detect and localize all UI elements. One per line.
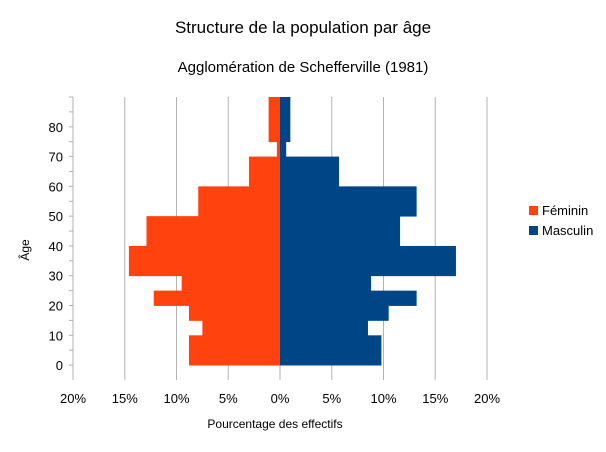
bar-masculin <box>280 350 382 366</box>
bar-masculin <box>280 156 339 172</box>
bar-feminin <box>202 320 280 336</box>
bar-masculin <box>280 305 389 321</box>
y-tick-label: 30 <box>49 269 63 284</box>
bar-feminin <box>268 126 280 143</box>
bar-feminin <box>146 231 280 247</box>
x-tick-label: 5% <box>322 391 341 406</box>
x-tick-label: 20% <box>474 391 500 406</box>
y-tick-label: 0 <box>56 358 63 373</box>
bar-feminin <box>153 290 280 306</box>
legend-swatch <box>529 206 538 215</box>
bar-feminin <box>268 111 280 128</box>
x-tick-labels: 20% 15% 10% 5% 0% 5% 10% 15% 20% <box>60 391 500 406</box>
chart-title: Structure de la population par âge <box>175 18 431 37</box>
bar-masculin <box>280 201 417 217</box>
x-tick-label: 10% <box>370 391 396 406</box>
legend-swatch <box>529 226 538 235</box>
y-axis-label: Âge <box>17 239 32 261</box>
bar-masculin <box>280 111 291 128</box>
x-tick-label: 5% <box>219 391 238 406</box>
bar-feminin <box>188 305 280 321</box>
bar-feminin <box>198 186 280 202</box>
bar-masculin <box>280 320 368 336</box>
x-tick-label: 20% <box>60 391 86 406</box>
y-tick-label: 70 <box>49 150 63 165</box>
bar-feminin <box>188 350 280 366</box>
bar-masculin <box>280 260 456 277</box>
x-tick-label: 10% <box>163 391 189 406</box>
y-tick-label: 60 <box>49 179 63 194</box>
x-tick-label: 15% <box>112 391 138 406</box>
bar-feminin <box>268 97 280 113</box>
bar-masculin <box>280 216 401 232</box>
chart-subtitle: Agglomération de Schefferville (1981) <box>178 59 429 76</box>
bar-feminin <box>128 245 280 262</box>
bar-feminin <box>188 335 280 351</box>
bar-masculin <box>280 171 339 187</box>
bar-feminin <box>128 260 280 277</box>
bar-feminin <box>248 171 280 187</box>
bar-masculin <box>280 290 417 306</box>
bar-feminin <box>146 216 280 232</box>
bar-feminin <box>198 201 280 217</box>
x-axis-label: Pourcentage des effectifs <box>207 417 342 431</box>
bar-masculin <box>280 97 291 113</box>
bar-feminin <box>276 141 280 157</box>
y-tick-label: 80 <box>49 120 63 135</box>
bar-masculin <box>280 141 287 157</box>
y-tick-label: 50 <box>49 209 63 224</box>
y-tick-label: 10 <box>49 328 63 343</box>
y-tick-label: 40 <box>49 239 63 254</box>
bars <box>128 97 456 366</box>
y-tick-label: 20 <box>49 299 63 314</box>
legend: Féminin Masculin <box>529 203 593 238</box>
x-tick-label: 15% <box>422 391 448 406</box>
bar-masculin <box>280 186 417 202</box>
y-tick-labels: 0 10 20 30 40 50 60 70 80 <box>49 120 63 373</box>
bar-feminin <box>181 275 280 292</box>
bar-feminin <box>248 156 280 172</box>
bar-masculin <box>280 275 372 292</box>
bar-masculin <box>280 335 382 351</box>
bar-masculin <box>280 231 401 247</box>
legend-label: Féminin <box>542 203 588 218</box>
bar-masculin <box>280 126 291 143</box>
x-tick-label: 0% <box>271 391 290 406</box>
bar-masculin <box>280 245 456 262</box>
legend-label: Masculin <box>542 223 593 238</box>
